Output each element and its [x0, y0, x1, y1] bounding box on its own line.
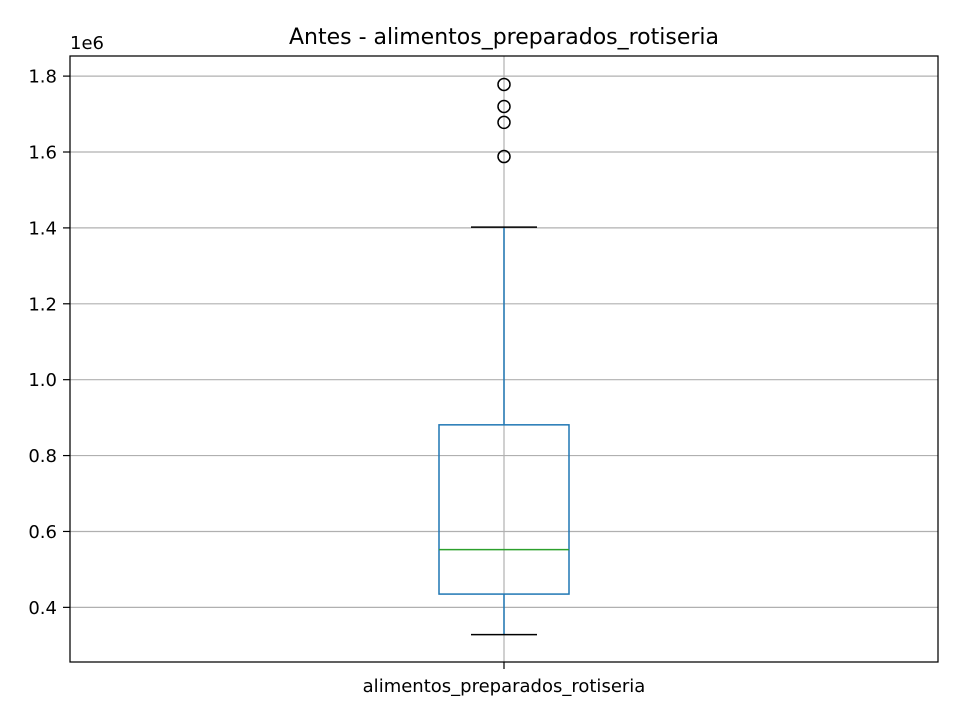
y-tick-label: 0.8: [28, 446, 57, 467]
outlier-point: [497, 77, 511, 92]
interquartile-box: [438, 424, 570, 595]
outlier-point: [497, 149, 511, 164]
x-tick-label: alimentos_preparados_rotiseria: [363, 676, 646, 697]
y-tick-label: 1.0: [28, 370, 57, 391]
outlier-point: [497, 99, 511, 114]
y-tick-label: 1.8: [28, 67, 57, 88]
x-axis-ticks: alimentos_preparados_rotiseria: [363, 662, 646, 697]
outlier-point: [497, 115, 511, 130]
y-tick-label: 0.6: [28, 522, 57, 543]
chart-title: Antes - alimentos_preparados_rotiseria: [289, 25, 719, 50]
y-tick-label: 1.4: [28, 218, 57, 239]
y-tick-label: 1.6: [28, 143, 57, 164]
y-tick-label: 1.2: [28, 294, 57, 315]
y-axis-offset-label: 1e6: [70, 33, 104, 54]
y-axis-ticks: 0.4 0.6 0.8 1.0 1.2 1.4 1.6 1.8: [28, 67, 70, 619]
y-tick-label: 0.4: [28, 598, 57, 619]
box-plot-elements: [438, 77, 570, 636]
